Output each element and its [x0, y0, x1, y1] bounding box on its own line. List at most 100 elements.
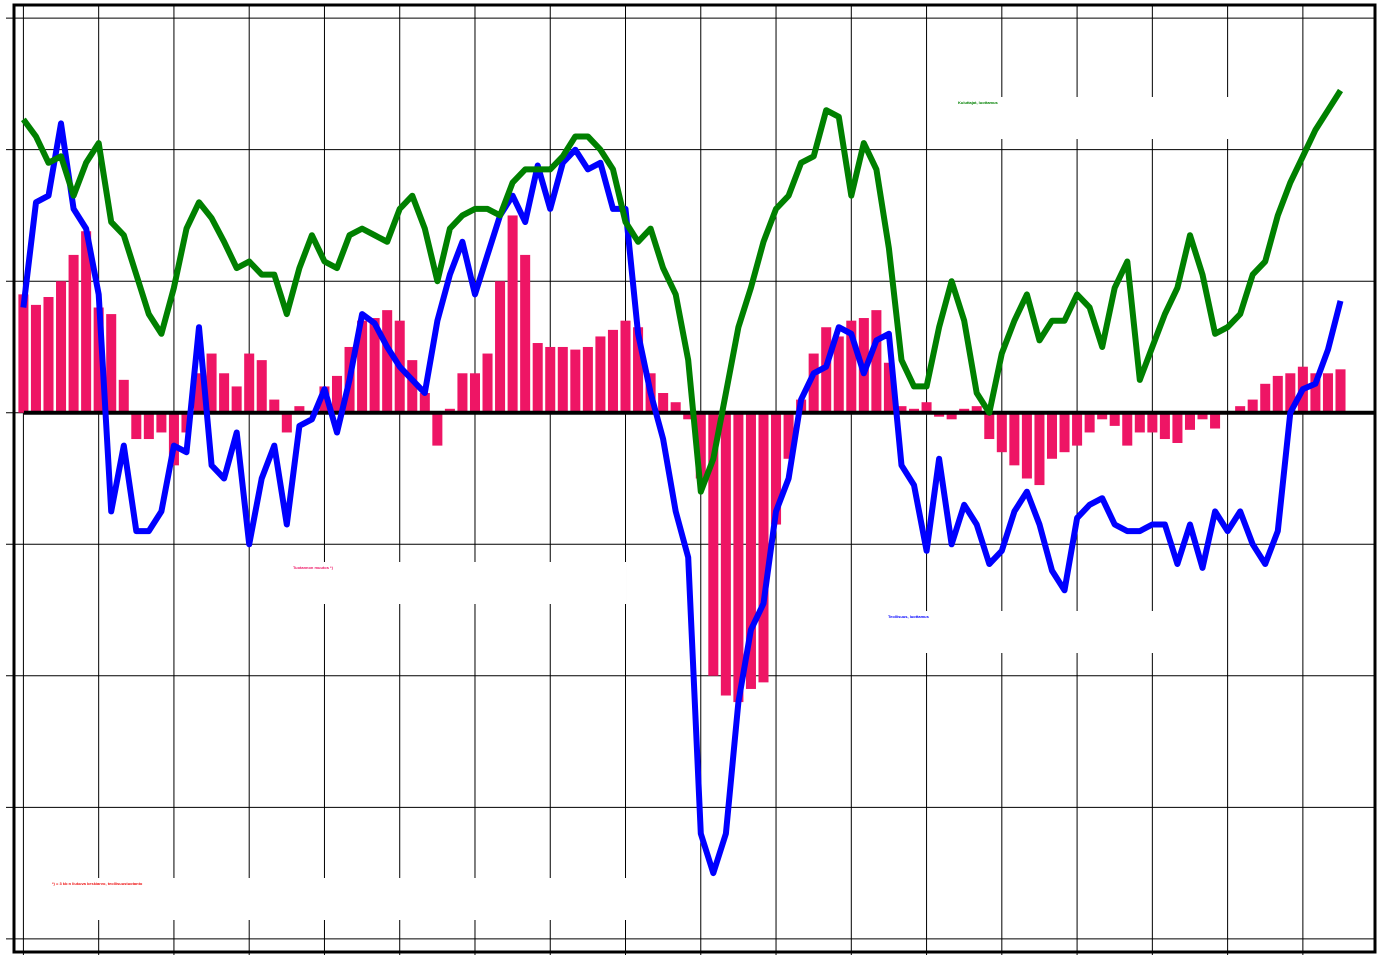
bar [883, 362, 894, 413]
bar [1322, 373, 1333, 413]
bar [30, 304, 41, 413]
bar [582, 346, 593, 413]
bar [1335, 369, 1346, 413]
bar [93, 307, 104, 413]
bar [1097, 412, 1108, 420]
label-box [885, 611, 1153, 653]
bar [1134, 412, 1145, 433]
bar [131, 412, 142, 440]
bar [382, 310, 393, 413]
bar [156, 412, 167, 433]
bar [256, 360, 267, 413]
bar [1147, 412, 1158, 433]
bar [1046, 412, 1058, 459]
label-box [288, 562, 626, 604]
bar [219, 373, 230, 413]
bar [896, 406, 907, 413]
bar [106, 314, 117, 413]
label-box [48, 878, 700, 920]
bar [294, 406, 305, 413]
bar [532, 343, 543, 413]
bar [783, 412, 794, 459]
bar [695, 412, 706, 479]
bar [683, 412, 694, 420]
annotation: *) = 3 kk:n liukuva keskiarvo, teollisuu… [52, 881, 143, 886]
bar [557, 346, 568, 413]
bar [419, 393, 430, 413]
bar [231, 386, 242, 413]
bar [1197, 412, 1208, 420]
bar [168, 412, 179, 466]
bar [495, 281, 506, 413]
bar [1184, 412, 1195, 430]
bar [846, 320, 857, 413]
bar [1021, 412, 1032, 479]
bar [921, 402, 932, 413]
bar [833, 336, 844, 413]
bar [194, 373, 205, 413]
label-box [958, 97, 1300, 139]
bar [206, 353, 217, 413]
bar [432, 412, 443, 446]
bar [407, 360, 418, 413]
bar [670, 402, 681, 413]
bar [1285, 373, 1296, 413]
bar [244, 353, 255, 413]
bar [482, 353, 493, 413]
bar [43, 296, 54, 413]
bar [733, 412, 744, 703]
bar [720, 412, 731, 696]
bar [633, 327, 644, 413]
bar [81, 231, 92, 413]
bar [18, 294, 29, 413]
bar [1009, 412, 1020, 466]
bar [1247, 399, 1258, 413]
bar [1272, 375, 1283, 413]
bar [1310, 373, 1321, 413]
bar [745, 412, 756, 689]
bar [607, 329, 618, 413]
bar [331, 375, 343, 413]
bar [1109, 412, 1120, 426]
bar [281, 412, 292, 433]
bar [984, 412, 995, 440]
bar [996, 412, 1007, 453]
bar [369, 318, 380, 413]
bar [545, 346, 556, 413]
bar [269, 399, 280, 413]
bar [1034, 412, 1045, 486]
bar [971, 406, 982, 413]
annotation: Tuotannon muutos *) [293, 565, 334, 570]
bar [708, 412, 719, 676]
bar [658, 393, 669, 413]
bar [1235, 406, 1246, 413]
bar [1159, 412, 1170, 440]
bar [507, 215, 518, 413]
bar [871, 310, 882, 413]
bar [1072, 412, 1083, 446]
bar [946, 412, 957, 420]
annotation: Kuluttajat, luottamus [958, 100, 999, 105]
bar [570, 349, 581, 413]
bar [357, 320, 368, 413]
bar [457, 373, 468, 413]
bar [595, 336, 606, 413]
bar [520, 254, 531, 413]
bar [771, 412, 782, 525]
bar [620, 320, 631, 413]
bar [808, 353, 819, 413]
bar [758, 412, 769, 683]
bar [68, 254, 79, 413]
bar [1172, 412, 1183, 443]
bar [469, 373, 481, 413]
bar [143, 412, 154, 440]
bar [1059, 412, 1070, 453]
annotation: Teollisuus, luottamus [888, 614, 930, 619]
bar [1122, 412, 1133, 446]
line [20, 120, 1344, 877]
bar [1210, 412, 1221, 429]
bar [1260, 383, 1271, 413]
bar [56, 281, 67, 413]
